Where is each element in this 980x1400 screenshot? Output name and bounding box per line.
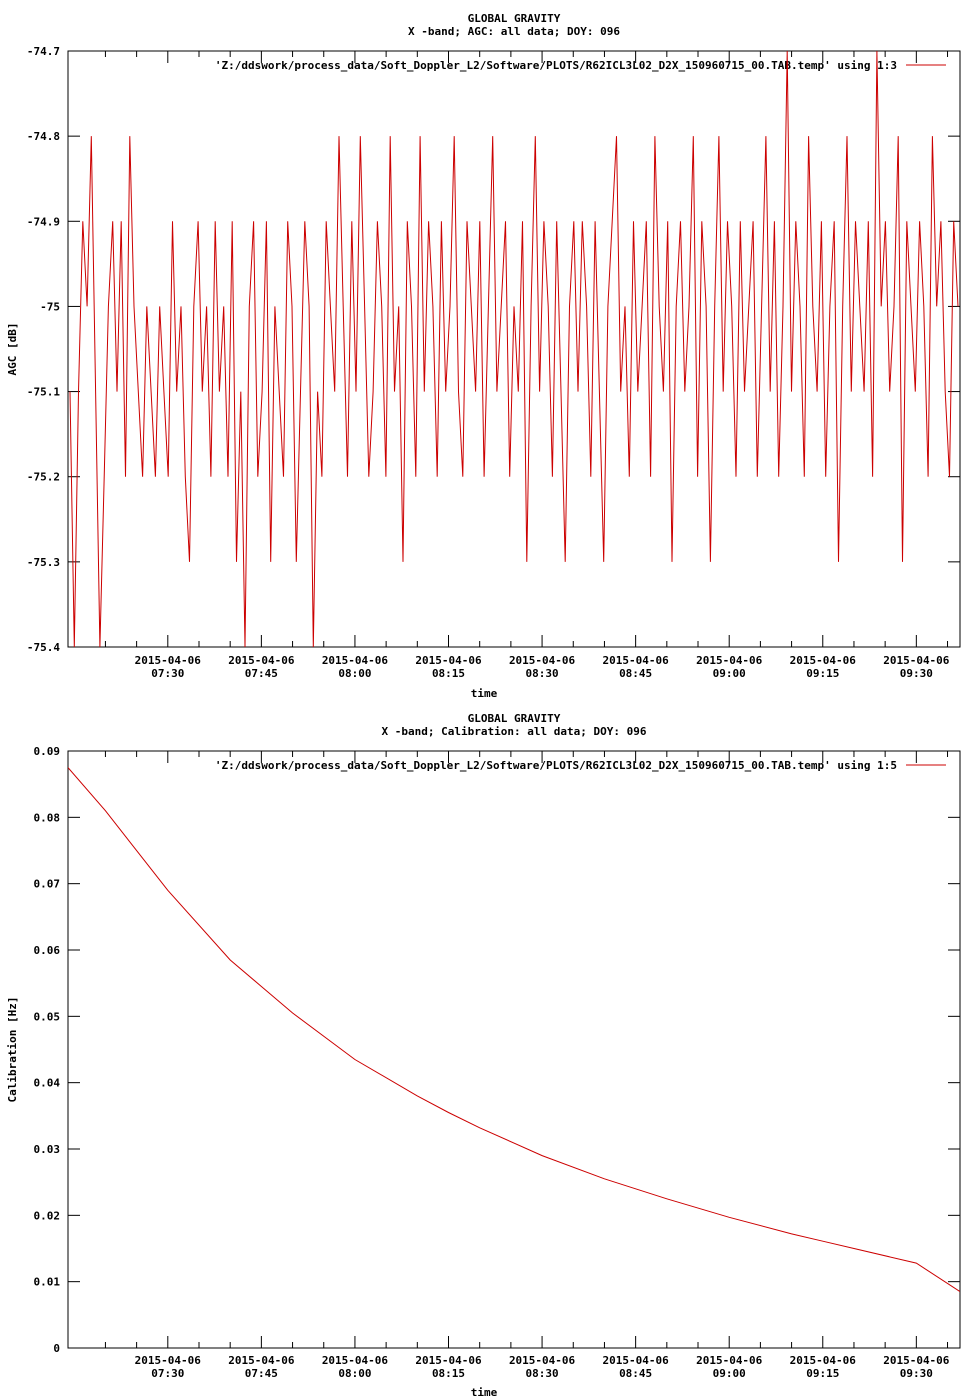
y-tick-label: -75.1 [27,386,60,399]
x-tick-label-date: 2015-04-06 [883,654,950,667]
x-tick-label-date: 2015-04-06 [509,1354,576,1367]
x-tick-label-time: 07:45 [245,667,278,680]
y-tick-label: 0.04 [34,1077,61,1090]
y-tick-label: 0 [53,1342,60,1355]
y-tick-label: -75.3 [27,556,60,569]
x-tick-label-date: 2015-04-06 [322,654,389,667]
x-tick-label-time: 09:30 [900,1367,933,1380]
x-tick-label-time: 08:30 [526,667,559,680]
x-tick-label-time: 08:00 [338,1367,371,1380]
y-tick-label: 0.06 [34,944,61,957]
chart-subtitle: X -band; AGC: all data; DOY: 096 [408,25,620,38]
chart-title: GLOBAL GRAVITY [468,12,561,25]
y-tick-label: 0.09 [34,745,61,758]
x-tick-label-time: 09:15 [806,1367,839,1380]
y-tick-label: 0.07 [34,878,61,891]
plot-frame [67,50,961,648]
legend-label: 'Z:/ddswork/process_data/Soft_Doppler_L2… [215,759,897,772]
x-tick-label-date: 2015-04-06 [790,654,857,667]
x-tick-label-time: 09:00 [713,1367,746,1380]
y-tick-label: 0.03 [34,1143,61,1156]
x-tick-label-time: 08:15 [432,1367,465,1380]
x-tick-label-date: 2015-04-06 [509,654,576,667]
chart-subtitle: X -band; Calibration: all data; DOY: 096 [382,725,647,738]
y-tick-label: 0.02 [34,1209,61,1222]
x-tick-label-date: 2015-04-06 [322,1354,389,1367]
x-axis-label: time [471,687,498,700]
x-tick-label-time: 09:30 [900,667,933,680]
y-tick-label: -75.2 [27,471,60,484]
y-tick-label: -75.4 [27,641,60,654]
x-tick-label-date: 2015-04-06 [228,654,295,667]
x-tick-label-date: 2015-04-06 [135,1354,202,1367]
x-tick-label-time: 08:45 [619,1367,652,1380]
x-tick-label-date: 2015-04-06 [135,654,202,667]
x-tick-label-date: 2015-04-06 [790,1354,857,1367]
x-tick-label-time: 07:45 [245,1367,278,1380]
x-tick-label-date: 2015-04-06 [696,1354,763,1367]
x-tick-label-time: 08:00 [338,667,371,680]
y-tick-label: 0.05 [34,1010,61,1023]
y-tick-label: -74.8 [27,130,60,143]
y-tick-label: 0.08 [34,811,61,824]
x-tick-label-date: 2015-04-06 [603,654,670,667]
x-tick-label-time: 07:30 [151,667,184,680]
legend-label: 'Z:/ddswork/process_data/Soft_Doppler_L2… [215,59,897,72]
x-tick-label-date: 2015-04-06 [883,1354,950,1367]
x-tick-label-time: 08:45 [619,667,652,680]
x-tick-label-date: 2015-04-06 [228,1354,295,1367]
x-tick-label-date: 2015-04-06 [415,1354,482,1367]
x-tick-label-date: 2015-04-06 [415,654,482,667]
chart-title: GLOBAL GRAVITY [468,712,561,725]
x-tick-label-date: 2015-04-06 [603,1354,670,1367]
x-tick-label-date: 2015-04-06 [696,654,763,667]
y-tick-label: 0.01 [34,1276,61,1289]
x-tick-label-time: 07:30 [151,1367,184,1380]
y-tick-label: -74.9 [27,215,60,228]
plot-frame [67,750,961,1349]
y-tick-label: -74.7 [27,45,60,58]
y-axis-label: AGC [dB] [6,323,19,376]
x-tick-label-time: 09:00 [713,667,746,680]
x-axis-label: time [471,1386,498,1399]
x-tick-label-time: 08:30 [526,1367,559,1380]
series-line [69,51,959,647]
x-tick-label-time: 09:15 [806,667,839,680]
series-line [68,767,960,1293]
x-tick-label-time: 08:15 [432,667,465,680]
y-tick-label: -75 [40,300,60,313]
y-axis-label: Calibration [Hz] [6,997,19,1103]
